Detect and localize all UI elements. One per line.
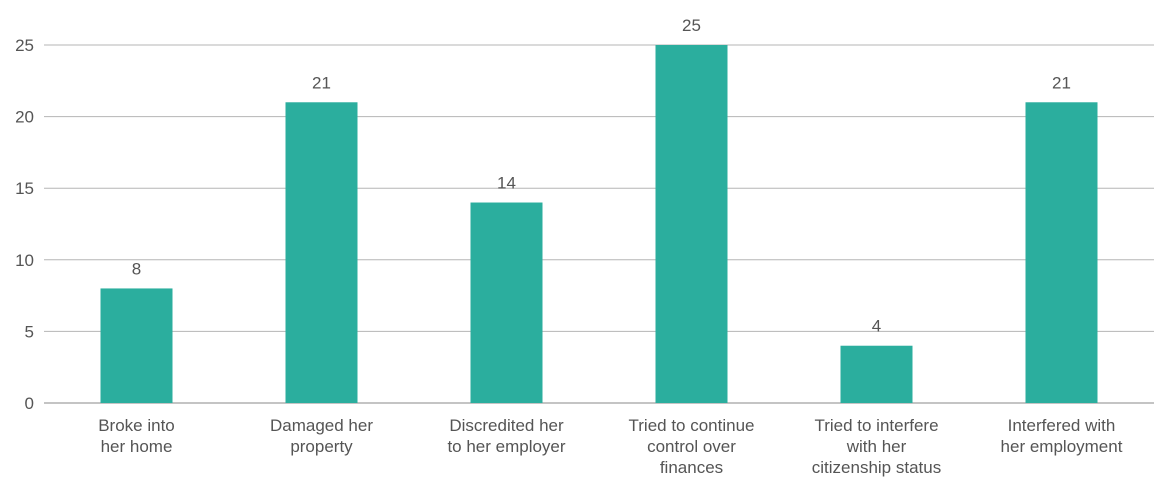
- bar: [470, 202, 543, 403]
- bar: [1025, 102, 1098, 403]
- gridlines: [44, 44, 1154, 404]
- bar-value-label: 8: [132, 259, 141, 278]
- data-labels: 8 21 14 25 4 21: [132, 16, 1071, 336]
- bar-value-label: 4: [872, 317, 881, 336]
- x-category-label: Discredited her to her employer: [447, 416, 565, 456]
- x-category-label: Tried to interfere with her citizenship st…: [812, 416, 941, 477]
- x-category-label-line: Tried to continue: [629, 416, 755, 435]
- y-tick-label: 20: [15, 108, 34, 127]
- x-category-label: Tried to continue control over finances: [629, 416, 755, 477]
- x-category-label-line: her home: [101, 437, 173, 456]
- x-category-label-line: her employment: [1001, 437, 1123, 456]
- bar: [655, 45, 728, 403]
- bars: [100, 45, 1098, 403]
- bar: [100, 288, 173, 403]
- x-category-label-line: citizenship status: [812, 458, 941, 477]
- y-tick-label: 5: [25, 322, 34, 341]
- x-category-label: Interfered with her employment: [1001, 416, 1123, 456]
- x-category-label-line: Tried to interfere: [814, 416, 938, 435]
- x-axis-categories: Broke into her home Damaged her property Dis…: [98, 416, 1122, 477]
- bar-value-label: 21: [312, 73, 331, 92]
- y-tick-label: 10: [15, 251, 34, 270]
- bar: [285, 102, 358, 403]
- y-tick-label: 25: [15, 36, 34, 55]
- y-tick-label: 0: [25, 394, 34, 413]
- bar-value-label: 21: [1052, 73, 1071, 92]
- x-category-label-line: Damaged her: [270, 416, 373, 435]
- x-category-label-line: to her employer: [447, 437, 565, 456]
- x-category-label-line: Discredited her: [449, 416, 564, 435]
- bar-value-label: 25: [682, 16, 701, 35]
- x-category-label-line: with her: [846, 437, 907, 456]
- x-category-label-line: property: [290, 437, 353, 456]
- x-category-label-line: control over: [647, 437, 736, 456]
- x-category-label-line: Interfered with: [1008, 416, 1116, 435]
- x-category-label-line: finances: [660, 458, 723, 477]
- x-category-label-line: Broke into: [98, 416, 175, 435]
- y-axis-ticks: 0 5 10 15 20 25: [15, 36, 34, 413]
- bar: [840, 345, 913, 403]
- bar-value-label: 14: [497, 174, 516, 193]
- y-tick-label: 15: [15, 179, 34, 198]
- x-category-label: Damaged her property: [270, 416, 373, 456]
- x-category-label: Broke into her home: [98, 416, 175, 456]
